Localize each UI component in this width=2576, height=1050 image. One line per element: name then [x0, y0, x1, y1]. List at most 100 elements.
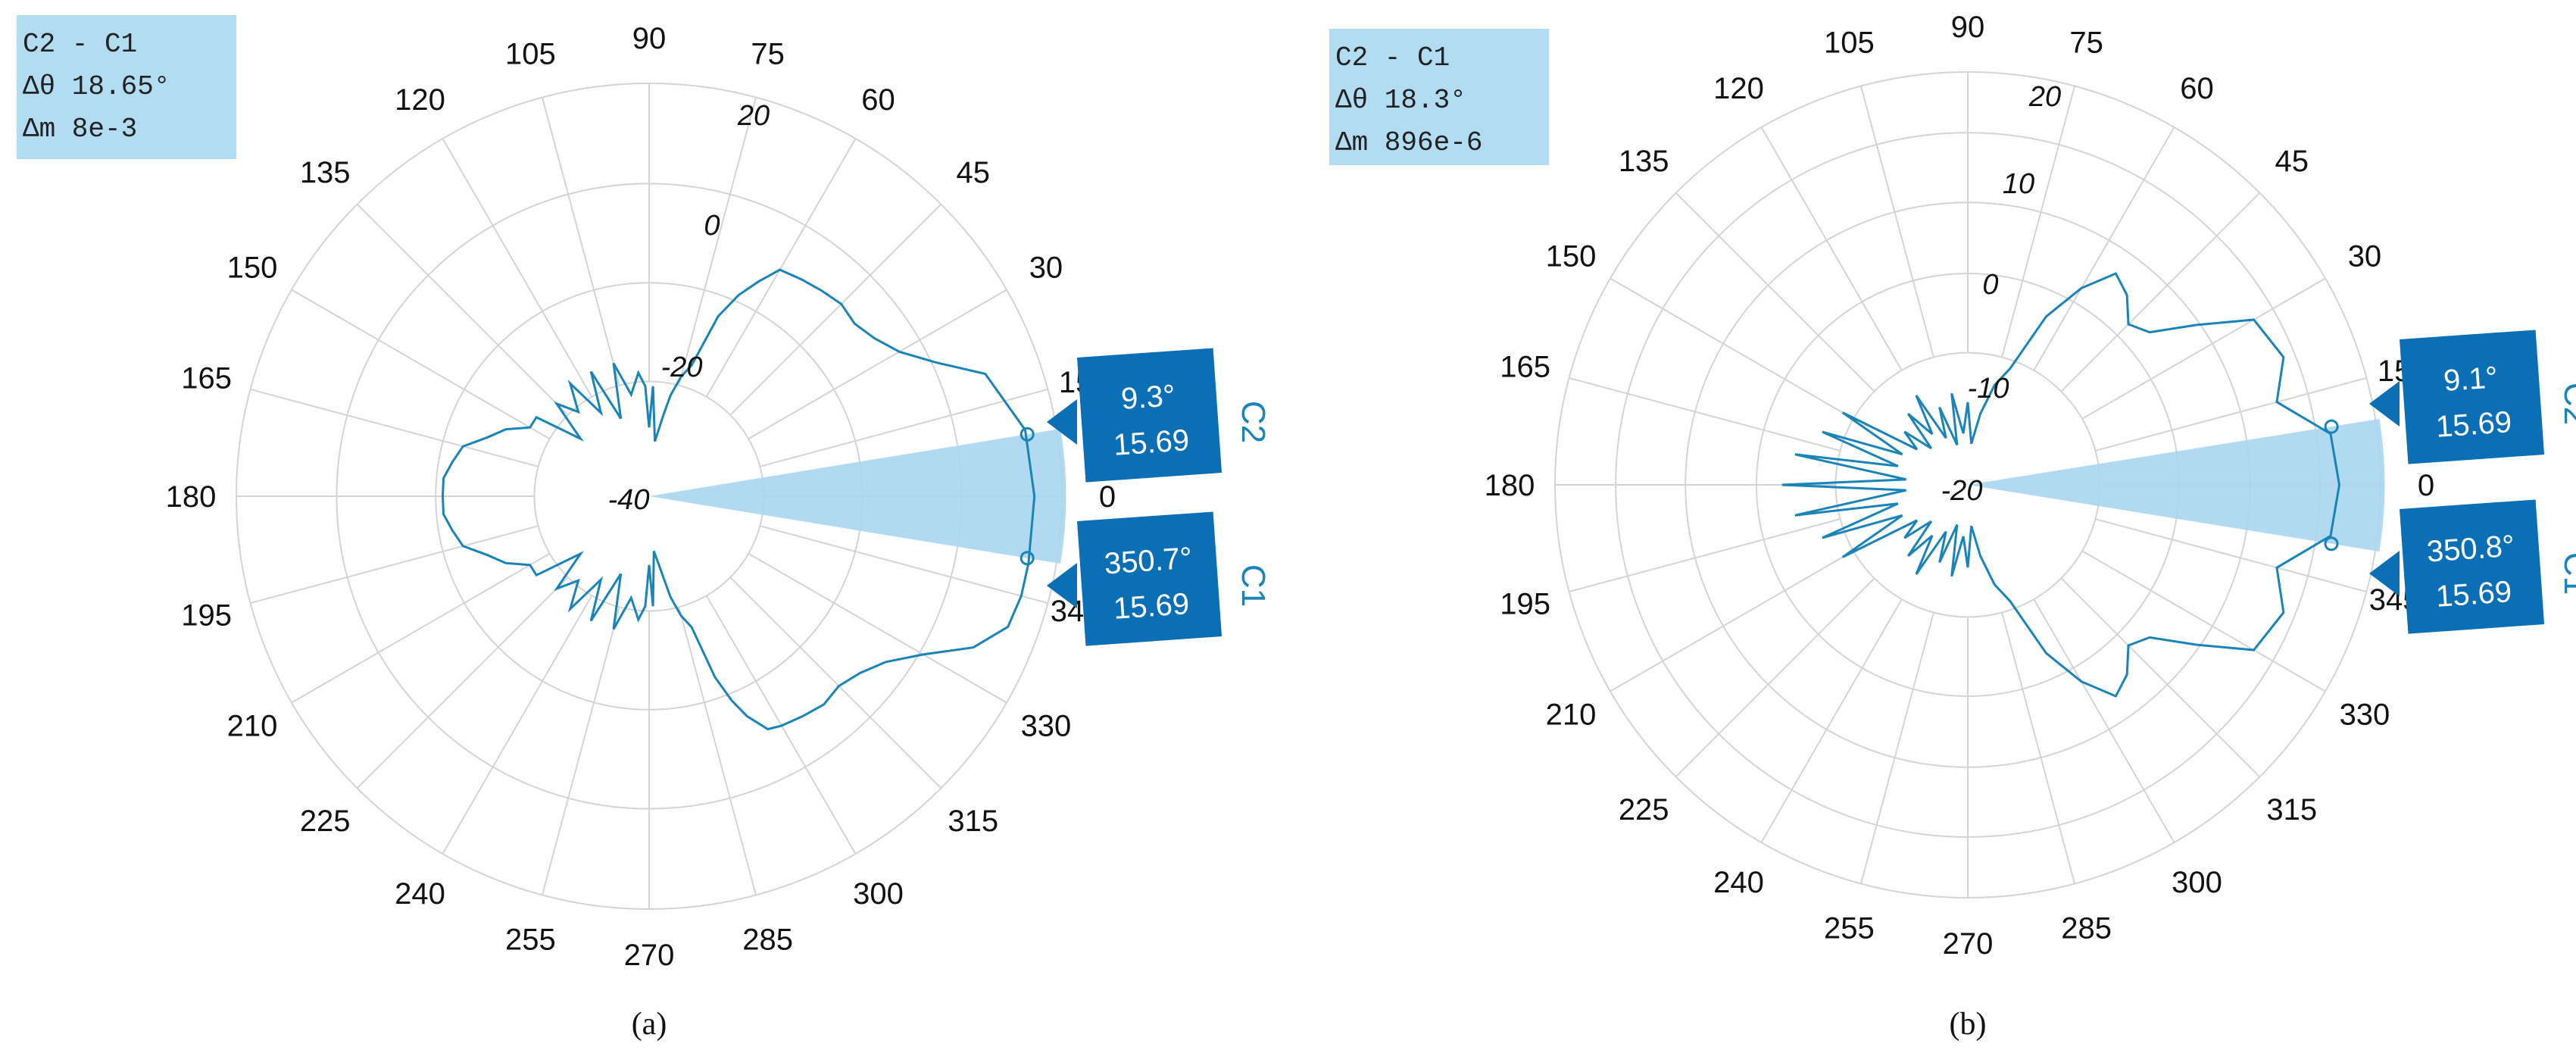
cursor-box-line2: Δθ 18.3°	[1335, 85, 1466, 116]
datatip-angle: 9.3°	[1120, 379, 1177, 416]
radial-tick-label: 20	[2028, 81, 2061, 113]
angle-tick-label: 240	[395, 877, 445, 911]
datatip-name: C2	[2557, 383, 2576, 425]
cursor-box-line1: C2 - C1	[23, 29, 137, 60]
datatip-box	[2400, 330, 2545, 464]
angle-tick-label: 90	[632, 22, 667, 55]
angle-tick-label: 90	[1951, 11, 1985, 44]
grid-spoke	[1859, 612, 1934, 884]
shaded-sector	[649, 429, 1066, 564]
datatip-value: 15.69	[1113, 587, 1191, 626]
datatip-pointer	[2369, 551, 2400, 596]
cursor-box-line3: Δm 8e-3	[23, 114, 137, 145]
grid-spoke	[678, 607, 757, 895]
datatip-name: C2	[1235, 401, 1272, 443]
angle-tick-label: 0	[2418, 469, 2434, 502]
angle-tick-label: 165	[181, 361, 232, 395]
panel-caption: (b)	[1950, 1007, 1987, 1042]
angle-tick-label: 225	[1619, 793, 1669, 827]
grid-spoke	[2033, 127, 2175, 371]
angle-tick-label: 60	[861, 83, 895, 117]
angle-tick-label: 270	[1943, 927, 1994, 961]
angle-tick-label: 195	[181, 599, 232, 633]
radial-tick-label: -20	[1941, 475, 1983, 507]
grid-spoke	[1610, 550, 1854, 692]
radial-tick-label: -10	[1968, 373, 2009, 405]
angle-tick-label: 0	[1099, 480, 1116, 514]
angle-tick-label: 75	[751, 38, 785, 71]
grid-spoke	[2081, 550, 2326, 692]
angle-tick-label: 300	[853, 877, 904, 911]
radial-tick-label: 0	[1982, 269, 1998, 301]
polar-chart-a: 0153045607590105120135150165180195210225…	[17, 15, 1272, 1042]
grid-spoke	[729, 203, 942, 416]
pattern-line	[441, 268, 1036, 731]
angle-tick-label: 135	[1619, 145, 1669, 178]
grid-spoke	[291, 552, 551, 704]
radial-tick-label: 20	[737, 100, 770, 132]
grid-spoke	[250, 525, 539, 605]
datatip-value: 15.69	[2435, 575, 2513, 614]
grid-spoke	[760, 388, 1048, 467]
grid-spoke	[442, 595, 593, 855]
datatip-name: C1	[1235, 564, 1272, 607]
grid-spoke	[1760, 127, 1903, 371]
angle-tick-label: 30	[1029, 252, 1063, 285]
angle-tick-label: 120	[1713, 72, 1764, 105]
grid-spoke	[1675, 192, 1875, 392]
grid-spoke	[2060, 577, 2261, 778]
datatip-pointer	[2369, 381, 2400, 427]
grid-spoke	[760, 525, 1048, 605]
angle-tick-label: 75	[2069, 27, 2103, 60]
grid-spoke	[1569, 377, 1841, 452]
grid-spoke	[541, 97, 620, 386]
radial-tick-label: 0	[704, 210, 720, 242]
angle-tick-label: 210	[1546, 698, 1597, 732]
angle-tick-label: 255	[1824, 911, 1875, 945]
angle-tick-label: 210	[227, 710, 278, 743]
grid-spoke	[2001, 612, 2076, 884]
angle-tick-label: 330	[1021, 710, 1072, 743]
grid-spoke	[748, 552, 1007, 704]
angle-tick-label: 105	[1824, 27, 1875, 60]
angle-tick-label: 270	[624, 939, 675, 972]
grid-spoke	[2033, 598, 2175, 843]
angle-tick-label: 30	[2348, 240, 2382, 273]
grid-spoke	[748, 289, 1007, 440]
grid-spoke	[705, 138, 857, 398]
marker-c1	[1019, 551, 1035, 566]
grid-spoke	[250, 388, 539, 467]
angle-tick-label: 105	[505, 38, 556, 71]
datatip-value: 15.69	[1113, 423, 1191, 462]
grid-spoke	[442, 138, 593, 398]
datatip-name: C1	[2557, 552, 2576, 595]
datatip-angle: 350.8°	[2425, 530, 2515, 569]
cursor-box-line1: C2 - C1	[1335, 42, 1450, 73]
radial-tick-label: 10	[2003, 168, 2034, 200]
datatip-box	[1077, 348, 1222, 483]
grid-spoke	[729, 577, 942, 789]
grid-spoke	[2060, 192, 2261, 392]
angle-tick-label: 195	[1500, 588, 1550, 621]
angle-tick-label: 45	[2275, 145, 2309, 178]
angle-tick-label: 300	[2172, 866, 2222, 899]
grid-spoke	[2095, 518, 2367, 593]
cursor-info-box	[1329, 29, 1549, 165]
angle-tick-label: 150	[1546, 240, 1597, 273]
angle-tick-label: 180	[166, 480, 217, 514]
datatip-box	[2400, 499, 2545, 634]
angle-tick-label: 240	[1713, 866, 1764, 899]
datatip-pointer	[1047, 563, 1077, 608]
angle-tick-label: 135	[300, 156, 351, 189]
angle-tick-label: 330	[2340, 698, 2390, 732]
angle-tick-label: 180	[1485, 469, 1535, 502]
grid-spoke	[1760, 598, 1903, 843]
pattern-line	[1781, 272, 2341, 698]
grid-spoke	[2095, 377, 2367, 452]
datatip-pointer	[1047, 399, 1077, 445]
cursor-box-line3: Δm 896e-6	[1335, 127, 1482, 158]
angle-tick-label: 315	[948, 805, 998, 838]
radial-tick-label: -20	[661, 352, 703, 383]
datatip-angle: 350.7°	[1103, 542, 1193, 581]
